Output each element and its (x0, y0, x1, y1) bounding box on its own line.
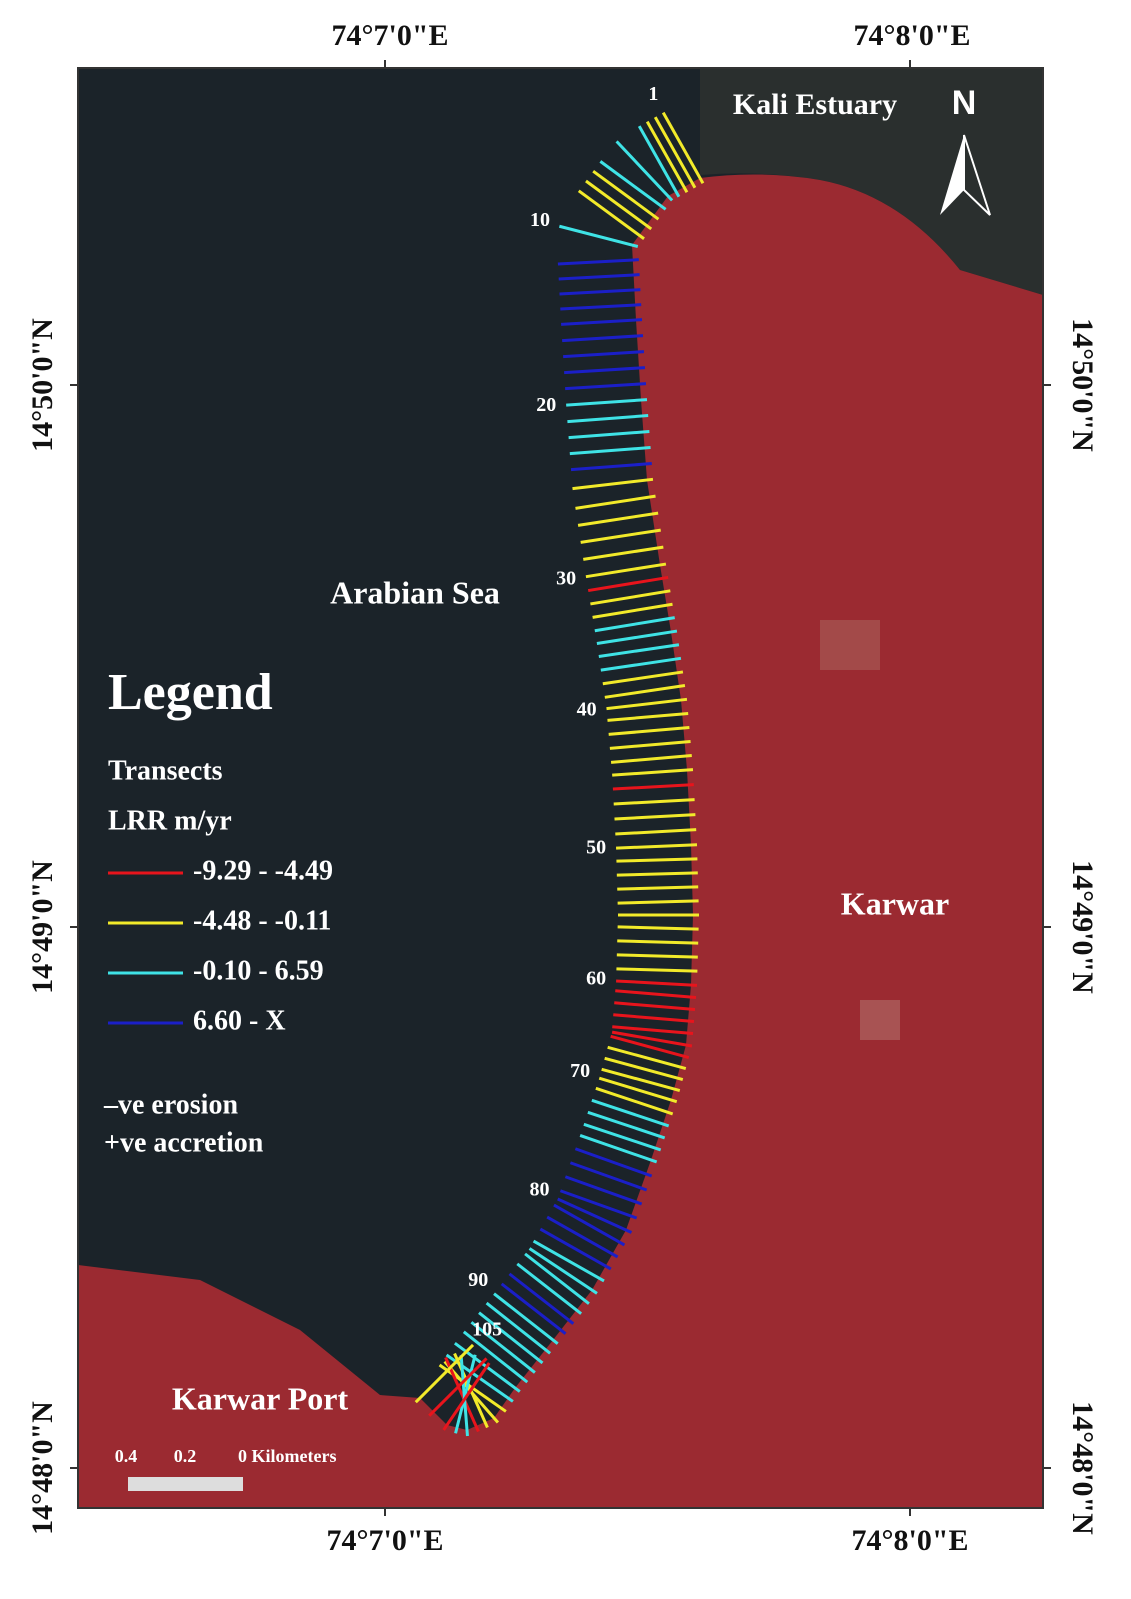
lon-label: 74°7'0"E (332, 19, 449, 52)
urban-patch (860, 1000, 900, 1040)
transect-label: 10 (530, 209, 550, 231)
place-label: Karwar Port (172, 1380, 349, 1416)
lon-label: 74°8'0"E (852, 1524, 969, 1557)
legend-label: -9.29 - -4.49 (193, 855, 333, 886)
place-label: Karwar (841, 885, 949, 921)
north-label: N (952, 84, 977, 122)
scale-label: 0 Kilometers (238, 1446, 336, 1466)
transect-label: 105 (472, 1318, 502, 1340)
place-label: Arabian Sea (330, 574, 500, 610)
lat-label: 14°48'0"N (26, 1401, 59, 1535)
lat-label: 14°49'0"N (26, 860, 59, 994)
lon-label: 74°8'0"E (854, 19, 971, 52)
transect-label: 80 (529, 1178, 549, 1200)
lat-label: 14°48'0"N (1066, 1401, 1099, 1535)
scale-label: 0.4 (115, 1446, 138, 1466)
scale-bar (128, 1477, 243, 1491)
place-label: Kali Estuary (733, 88, 897, 121)
legend-note: +ve accretion (104, 1127, 264, 1158)
transect-label: 90 (468, 1269, 488, 1291)
transect-label: 50 (586, 837, 606, 859)
transect-label: 20 (536, 394, 556, 416)
lat-label: 14°50'0"N (1066, 318, 1099, 452)
legend-title: Legend (108, 664, 273, 721)
legend-layer: Transects (108, 755, 223, 786)
lat-label: 14°49'0"N (1066, 860, 1099, 994)
transect-label: 60 (586, 967, 606, 989)
transect-label: 40 (577, 699, 597, 721)
transect-label: 70 (570, 1060, 590, 1082)
transect-label: 30 (556, 567, 576, 589)
lat-label: 14°50'0"N (26, 318, 59, 452)
map: 74°7'0"E 74°8'0"E 74°7'0"E 74°8'0"E 14°5… (0, 0, 1131, 1599)
lon-label: 74°7'0"E (327, 1524, 444, 1557)
legend-field: LRR m/yr (108, 805, 232, 836)
legend-label: 6.60 - X (193, 1005, 286, 1036)
scale-label: 0.2 (174, 1446, 197, 1466)
transect-label: 1 (648, 83, 658, 105)
legend-note: –ve erosion (103, 1089, 238, 1120)
legend-label: -4.48 - -0.11 (193, 905, 331, 936)
urban-patch (820, 620, 880, 670)
legend-label: -0.10 - 6.59 (193, 955, 324, 986)
